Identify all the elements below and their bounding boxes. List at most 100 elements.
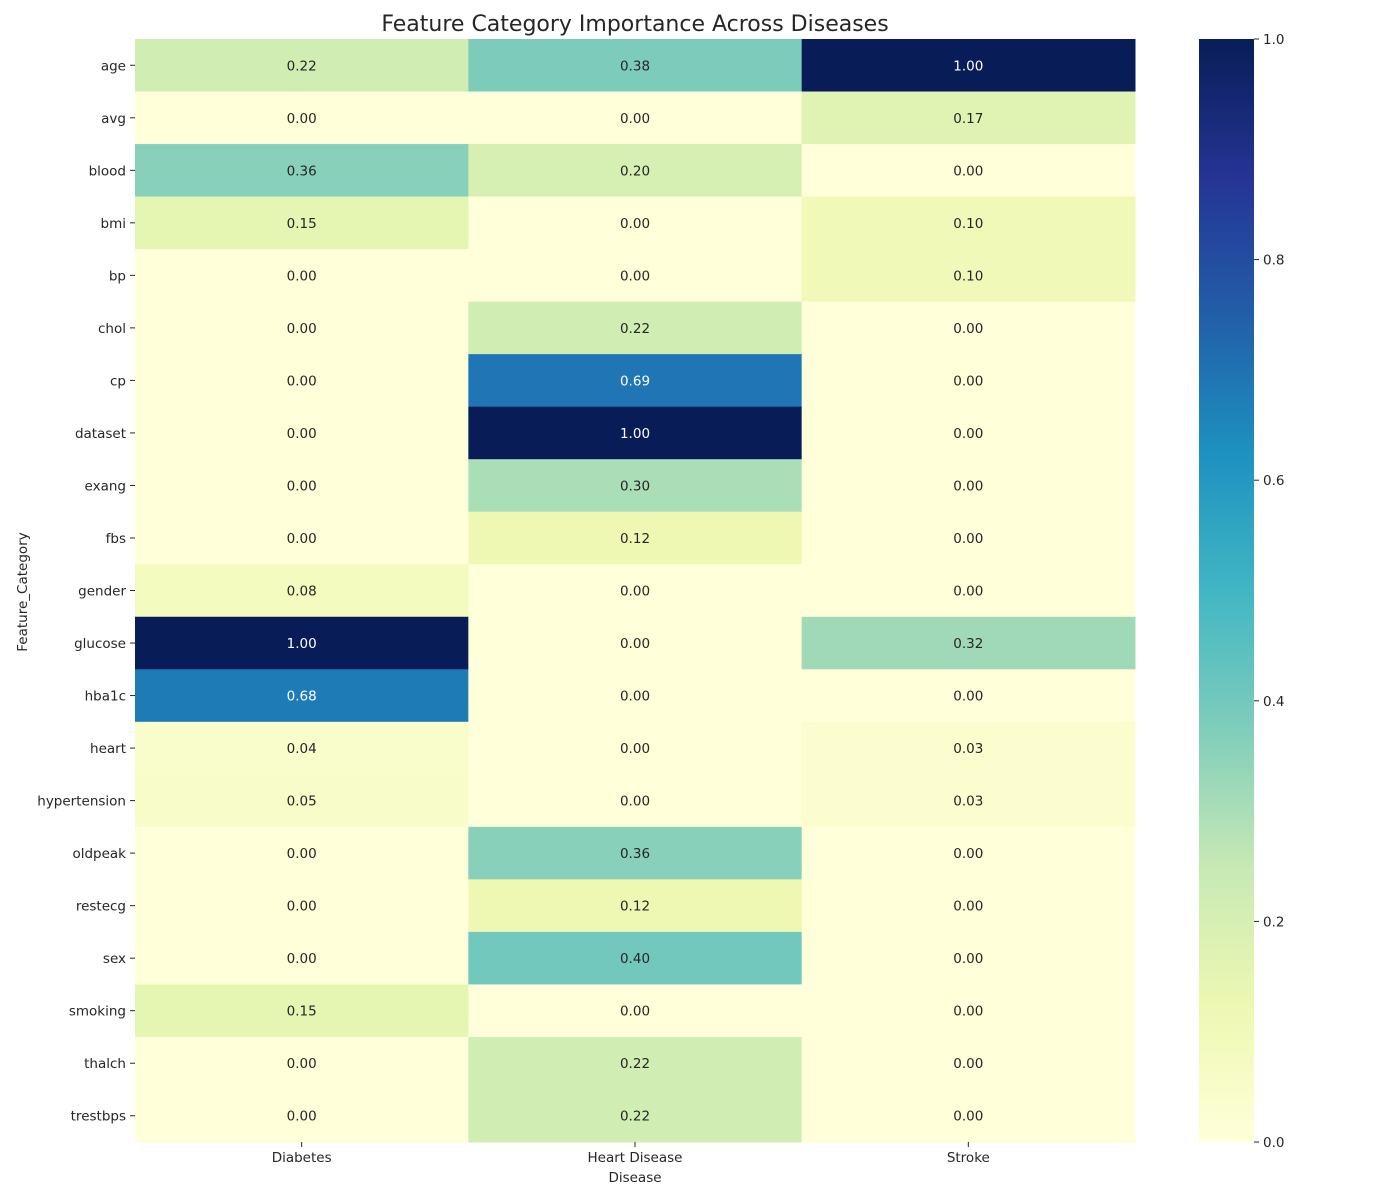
heatmap-cell <box>468 984 803 1038</box>
y-tick-label: sex <box>103 951 126 967</box>
heatmap-cell <box>135 144 469 198</box>
heatmap-cell <box>135 1089 469 1143</box>
heatmap-cell <box>468 249 803 303</box>
cell-value-label: 0.00 <box>620 111 650 127</box>
y-tick-label: fbs <box>106 531 126 547</box>
y-tick-label: restecg <box>76 899 126 915</box>
heatmap-cell <box>801 354 1136 408</box>
heatmap-cell <box>135 564 469 618</box>
y-axis-ticks: age avg blood bmi bp chol cp dataset exang fbs gen… <box>37 58 135 1125</box>
cell-value-label: 0.00 <box>287 531 317 547</box>
y-tick-label: avg <box>101 111 126 127</box>
heatmap-cell <box>468 1036 803 1090</box>
cell-value-label: 0.22 <box>620 1056 650 1072</box>
cell-value-label: 0.00 <box>287 899 317 915</box>
cell-value-label: 0.08 <box>287 584 317 600</box>
cell-value-label: 0.00 <box>287 846 317 862</box>
heatmap-cell <box>135 511 469 565</box>
cell-value-label: 0.00 <box>953 531 983 547</box>
heatmap-cell <box>801 406 1136 460</box>
cell-value-label: 0.00 <box>620 741 650 757</box>
heatmap-cell <box>801 1089 1136 1143</box>
x-tick-label: Stroke <box>947 1150 990 1166</box>
y-tick-label: gender <box>78 584 126 600</box>
cell-value-label: 0.10 <box>953 216 983 232</box>
cell-value-label: 0.22 <box>287 58 317 74</box>
cell-value-label: 0.00 <box>953 321 983 337</box>
heatmap-cell <box>135 301 469 355</box>
cell-value-label: 0.36 <box>287 163 317 179</box>
cell-value-label: 0.22 <box>620 1109 650 1125</box>
cell-value-label: 1.00 <box>620 426 650 442</box>
heatmap-cell <box>801 721 1136 775</box>
y-tick-label: hypertension <box>37 794 126 810</box>
colorbar-tick-label: 0.4 <box>1263 694 1284 710</box>
cell-value-label: 0.36 <box>620 846 650 862</box>
heatmap-cell <box>135 91 469 145</box>
cell-value-label: 0.00 <box>287 1109 317 1125</box>
heatmap-cell <box>801 1036 1136 1090</box>
y-tick-label: blood <box>89 163 126 179</box>
y-tick-label: exang <box>85 478 126 494</box>
heatmap-cell <box>468 774 803 828</box>
cell-value-label: 0.00 <box>620 216 650 232</box>
x-tick-label: Diabetes <box>272 1150 332 1166</box>
heatmap-cell <box>801 984 1136 1038</box>
y-tick-label: heart <box>90 741 126 757</box>
heatmap-cell <box>468 879 803 933</box>
heatmap-cell <box>468 354 803 408</box>
cell-value-label: 0.00 <box>953 163 983 179</box>
heatmap-cell <box>468 144 803 198</box>
cell-value-label: 0.03 <box>953 741 983 757</box>
colorbar <box>1199 39 1254 1142</box>
heatmap-cell <box>135 669 469 723</box>
cell-value-label: 0.30 <box>620 478 650 494</box>
y-tick-label: thalch <box>84 1056 126 1072</box>
cell-value-label: 0.00 <box>620 636 650 652</box>
colorbar-tick-label: 0.8 <box>1263 253 1284 269</box>
cell-value-label: 0.00 <box>953 584 983 600</box>
heatmap-cell <box>468 196 803 250</box>
cell-value-label: 0.15 <box>287 216 317 232</box>
heatmap-cells <box>135 39 1136 1143</box>
cell-value-label: 0.32 <box>953 636 983 652</box>
cell-value-label: 0.00 <box>287 478 317 494</box>
cell-annotations: 0.22 0.38 1.00 0.00 0.00 0.17 0.36 0.20 0.00 0.15… <box>287 58 984 1124</box>
heatmap-cell <box>468 91 803 145</box>
heatmap-cell <box>801 616 1136 670</box>
cell-value-label: 0.00 <box>620 1004 650 1020</box>
heatmap-cell <box>468 616 803 670</box>
heatmap-cell <box>468 564 803 618</box>
cell-value-label: 0.00 <box>953 1109 983 1125</box>
heatmap-cell <box>468 669 803 723</box>
chart-title: Feature Category Importance Across Disea… <box>381 12 888 37</box>
heatmap-cell <box>135 196 469 250</box>
cell-value-label: 0.00 <box>287 111 317 127</box>
colorbar-ticks: 0.0 0.2 0.4 0.6 0.8 1.0 <box>1254 32 1284 1151</box>
cell-value-label: 0.12 <box>620 531 650 547</box>
cell-value-label: 0.00 <box>953 373 983 389</box>
cell-value-label: 0.05 <box>287 794 317 810</box>
cell-value-label: 0.00 <box>620 584 650 600</box>
y-tick-label: cp <box>110 373 126 389</box>
heatmap-cell <box>468 826 803 880</box>
y-tick-label: glucose <box>74 636 126 652</box>
cell-value-label: 0.04 <box>287 741 317 757</box>
cell-value-label: 1.00 <box>287 636 317 652</box>
colorbar-tick-label: 1.0 <box>1263 32 1284 48</box>
heatmap-cell <box>468 406 803 460</box>
y-tick-label: chol <box>98 321 126 337</box>
cell-value-label: 0.00 <box>287 268 317 284</box>
cell-value-label: 0.22 <box>620 321 650 337</box>
heatmap-cell <box>801 91 1136 145</box>
cell-value-label: 0.00 <box>287 321 317 337</box>
cell-value-label: 0.00 <box>620 689 650 705</box>
cell-value-label: 0.40 <box>620 951 650 967</box>
heatmap-cell <box>801 39 1136 93</box>
y-tick-label: smoking <box>69 1004 126 1020</box>
colorbar-tick-label: 0.6 <box>1263 473 1284 489</box>
heatmap-cell <box>801 669 1136 723</box>
heatmap-cell <box>801 301 1136 355</box>
cell-value-label: 0.00 <box>953 899 983 915</box>
